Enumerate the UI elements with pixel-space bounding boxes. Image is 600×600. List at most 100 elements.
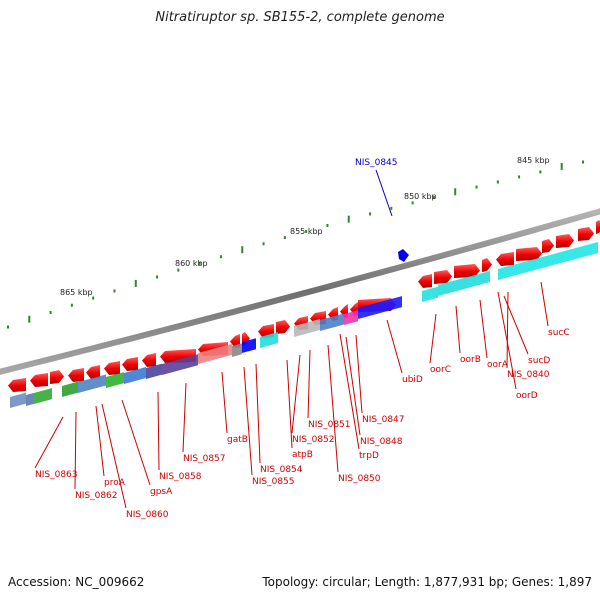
gene-leader-line [74,411,77,490]
gene-leader-line [479,299,488,359]
scale-tick [326,223,329,227]
scale-tick [582,160,584,164]
cds-feature [434,270,452,284]
gene-leader-line [455,305,461,354]
scale-tick [92,296,95,300]
gene-label: NIS_0858 [159,472,202,482]
genome-backbone [0,208,600,375]
cds-feature [230,334,240,348]
gene-label: NIS_0850 [338,474,381,484]
cds-feature [122,357,138,371]
cog-block [34,388,52,404]
gene-label: oorA [487,360,509,370]
scale-tick [539,170,542,174]
gene-label: NIS_0860 [126,510,169,520]
gene-label: oorC [430,365,451,375]
gene-label: sucD [528,356,550,366]
gene-label: proA [104,478,126,488]
cds-feature [578,227,594,241]
cog-block [62,381,78,397]
gene-leader-line [355,334,363,414]
gene-leader-line [121,399,151,486]
gene-leader-line [497,291,517,390]
cog-block [124,367,146,384]
gene-leader-line [101,403,127,509]
scale-label-855: 855 kbp [290,227,323,236]
scale-tick [177,268,180,272]
gene-leader-line [386,319,403,374]
cog-block [78,374,106,393]
cog-block [358,296,402,319]
cog-block [26,392,34,406]
cog-block [422,286,438,302]
highlighted-gene-label: NIS_0845 [355,158,398,168]
gene-leader-line [339,333,360,450]
cds-feature [50,370,64,384]
scale-tick [7,325,9,329]
scale-label-865: 865 kbp [60,288,93,297]
gene-leader-line [345,336,361,436]
gene-leader-line [429,313,437,364]
gene-leader-line [221,371,228,434]
cog-block [198,343,232,364]
cog-block [162,354,198,375]
cog-block [294,318,320,337]
gene-label: NIS_0840 [507,370,550,380]
gene-label: NIS_0851 [308,420,351,430]
cog-block [146,363,162,379]
topology-text: Topology: circular; Length: 1,877,931 bp… [262,575,592,589]
gene-leader-line [307,349,311,419]
gene-label: atpB [292,450,313,460]
scale-label-860: 860 kbp [175,259,208,268]
gene-leader-line [255,363,261,464]
gene-label: ubiD [402,375,423,385]
cds-feature [68,368,84,382]
scale-tick [454,188,457,196]
gene-leader-line [34,416,64,469]
gene-leader-line [182,382,187,453]
gene-labels: ubiD oorC oorB oorA sucD NIS_0840 oorD sucC NIS_… [34,281,570,520]
cog-block [260,332,278,348]
cds-feature [86,365,100,379]
scale-tick [496,180,499,184]
scale-tick [49,310,52,314]
scale-tick [262,242,265,246]
gene-leader-line [540,281,549,327]
gene-label: NIS_0857 [183,454,226,464]
highlighted-gene-leader [375,169,393,217]
scale-tick [518,175,521,179]
cds-feature [482,258,492,272]
cog-block [106,372,124,388]
scale-tick [70,303,73,307]
scale-tick [369,212,372,216]
cog-block [242,338,256,353]
gene-label: NIS_0863 [35,470,78,480]
gene-label: NIS_0848 [360,437,403,447]
scale-ticks [7,160,584,329]
scale-tick [560,162,563,170]
gene-label: NIS_0852 [292,435,335,445]
gene-label: oorD [516,391,538,401]
highlighted-gene-arrow [398,249,409,262]
cog-block [232,343,242,357]
scale-tick [411,201,414,205]
cog-block [344,310,358,325]
scale-tick [113,289,116,293]
scale-tick [347,215,350,223]
scale-tick [219,255,222,259]
genome-title: Nitratiruptor sp. SB155-2, complete geno… [155,10,445,25]
scale-tick [305,229,308,233]
cds-feature [8,378,26,392]
cds-feature [496,252,514,266]
scale-tick [283,236,286,240]
gene-label: NIS_0847 [362,415,405,425]
gene-leader-line [95,405,105,477]
cog-block [320,313,344,331]
cog-block [438,270,490,296]
scale-tick [156,275,159,279]
gene-leader-line [157,391,160,471]
scale-tick [241,246,244,254]
gene-label: NIS_0855 [252,477,295,487]
scale-label-845: 845 kbp [517,156,550,165]
